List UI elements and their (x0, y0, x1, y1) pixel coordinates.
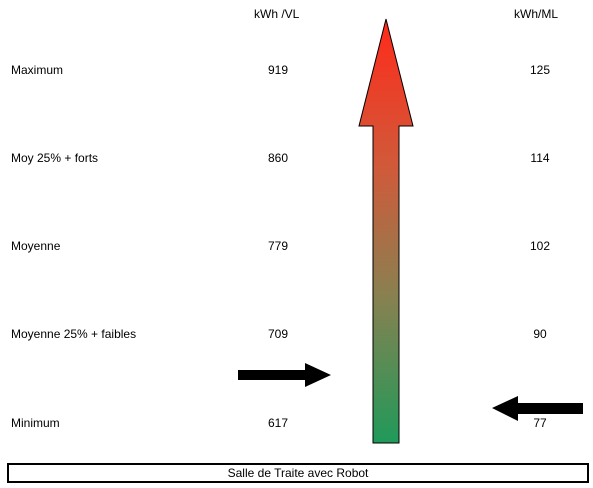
value-kwh-ml-moyenne: 102 (529, 239, 551, 253)
row-label-maximum: Maximum (11, 63, 64, 77)
column-header-kwh-ml: kWh/ML (514, 7, 559, 21)
value-kwh-vl-moyenne: 779 (267, 239, 289, 253)
value-kwh-vl-moyenne-25-faibles: 709 (267, 327, 289, 341)
value-kwh-ml-moyenne-25-faibles: 90 (533, 327, 547, 341)
value-kwh-vl-maximum: 919 (267, 63, 289, 77)
row-label-moy-25-forts: Moy 25% + forts (11, 151, 99, 165)
value-kwh-ml-maximum: 125 (529, 63, 551, 77)
row-label-moyenne: Moyenne (11, 239, 61, 253)
value-kwh-vl-minimum: 617 (267, 416, 289, 430)
scale-up-arrow-icon (358, 18, 414, 444)
column-header-kwh-vl: kWh /VL (254, 7, 300, 21)
row-label-moyenne-25-faibles: Moyenne 25% + faibles (11, 327, 137, 341)
pointer-right-arrow-icon (238, 363, 331, 387)
row-label-minimum: Minimum (11, 416, 60, 430)
value-kwh-ml-moy-25-forts: 114 (530, 151, 550, 165)
caption-box: Salle de Traite avec Robot (7, 463, 589, 483)
value-kwh-ml-minimum: 77 (533, 416, 547, 430)
pointer-left-arrow-icon (492, 396, 583, 421)
value-kwh-vl-moy-25-forts: 860 (267, 151, 289, 165)
